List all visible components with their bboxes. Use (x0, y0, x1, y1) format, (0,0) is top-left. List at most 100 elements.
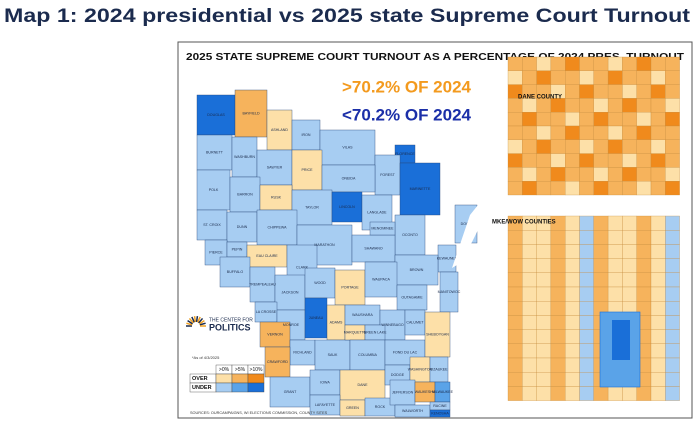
inset-cell (650, 153, 666, 168)
inset-cell (622, 56, 637, 71)
county (314, 339, 351, 371)
inset-cell (579, 244, 594, 259)
key-swatch (247, 373, 265, 384)
inset-cell (665, 181, 680, 196)
county (291, 149, 323, 191)
county (291, 119, 321, 151)
county-label: JEFFERSON (392, 390, 414, 394)
legend-over: >70.2% OF 2024 (342, 77, 472, 96)
county-label: MANITOWOC (438, 290, 461, 294)
county-label: VILAS (342, 145, 353, 149)
county (321, 164, 376, 193)
county (331, 191, 363, 223)
inset-cell (636, 272, 652, 288)
county-label: JACKSON (282, 290, 299, 294)
inset-cell (507, 139, 523, 154)
inset-cell (650, 70, 666, 85)
inset-cell (593, 215, 609, 231)
county-label: BARRON (237, 192, 253, 196)
inset-cell (536, 301, 552, 316)
inset-cell (579, 286, 594, 302)
inset-cell (507, 244, 523, 259)
inset-cell (607, 112, 623, 127)
inset-cell (607, 153, 623, 168)
inset-cell (522, 272, 537, 288)
logo-ray (199, 322, 206, 326)
key-swatch (247, 382, 265, 393)
key-swatch (231, 373, 249, 384)
inset-cell (636, 230, 652, 245)
inset-cell (536, 258, 552, 273)
inset-cell (579, 84, 594, 99)
inset-cell (593, 139, 609, 154)
county-label: GREEN (346, 406, 359, 410)
inset-cell (593, 258, 609, 273)
logo-ray (186, 322, 193, 326)
county-label: WINNEBAGO (381, 323, 404, 327)
county-label: ASHLAND (271, 128, 288, 132)
county (394, 214, 426, 256)
inset-cell (550, 272, 566, 288)
inset-cell (665, 272, 680, 288)
inset-cell (550, 125, 566, 140)
inset-cell (665, 84, 680, 99)
county-label: CRAWFORD (267, 360, 288, 364)
county-label: VERNON (267, 332, 283, 336)
inset-cell (636, 56, 652, 71)
inset-cell (665, 244, 680, 259)
inset-cell (665, 56, 680, 71)
inset-cell (579, 139, 594, 154)
inset-cell (622, 98, 637, 113)
inset-cell (607, 215, 623, 231)
page-title: Map 1: 2024 presidential vs 2025 state S… (4, 5, 691, 27)
inset-cell (593, 181, 609, 196)
inset-cell (507, 112, 523, 127)
inset-cell (622, 230, 637, 245)
inset-cell (650, 315, 666, 330)
county-label: MONROE (283, 323, 300, 327)
inset-cell (565, 167, 580, 182)
county-label: WAUSHARA (352, 313, 373, 317)
county (399, 162, 441, 216)
inset-cell (650, 167, 666, 182)
inset-cell (550, 112, 566, 127)
inset-cell (550, 153, 566, 168)
inset-cell (522, 315, 537, 330)
county-label: ADAMS (330, 320, 343, 324)
inset-cell (507, 181, 523, 196)
inset-cell (665, 230, 680, 245)
county (429, 409, 451, 418)
key-swatch (215, 373, 233, 384)
county (319, 129, 376, 166)
inset-cell (522, 139, 537, 154)
inset-cell (636, 98, 652, 113)
key-row-label: OVER (192, 376, 208, 382)
inset-cell (650, 139, 666, 154)
inset-cell (607, 272, 623, 288)
county-label: CHIPPEWA (267, 225, 287, 229)
inset-cell (665, 343, 680, 359)
county-label: LANGLADE (367, 210, 387, 214)
county-label: GREEN LAKE (364, 330, 388, 334)
county-label: FOREST (380, 173, 395, 177)
county (256, 209, 298, 246)
inset-cell (622, 125, 637, 140)
inset-cell (665, 139, 680, 154)
county-label: DODGE (391, 373, 405, 377)
logo-ray (195, 315, 199, 323)
county-label: ST. CROIX (203, 223, 221, 227)
inset-cell (507, 56, 523, 71)
inset-cell (593, 84, 609, 99)
inset-cell (593, 244, 609, 259)
inset-cell (507, 315, 523, 330)
inset-cell (565, 372, 580, 387)
county-label: OUTAGAMIE (401, 295, 423, 299)
inset-cell (607, 84, 623, 99)
county (349, 339, 386, 371)
inset-cell (507, 386, 523, 401)
inset-cell (622, 386, 637, 401)
inset-cell (579, 167, 594, 182)
county (219, 256, 251, 288)
inset-cell (636, 139, 652, 154)
